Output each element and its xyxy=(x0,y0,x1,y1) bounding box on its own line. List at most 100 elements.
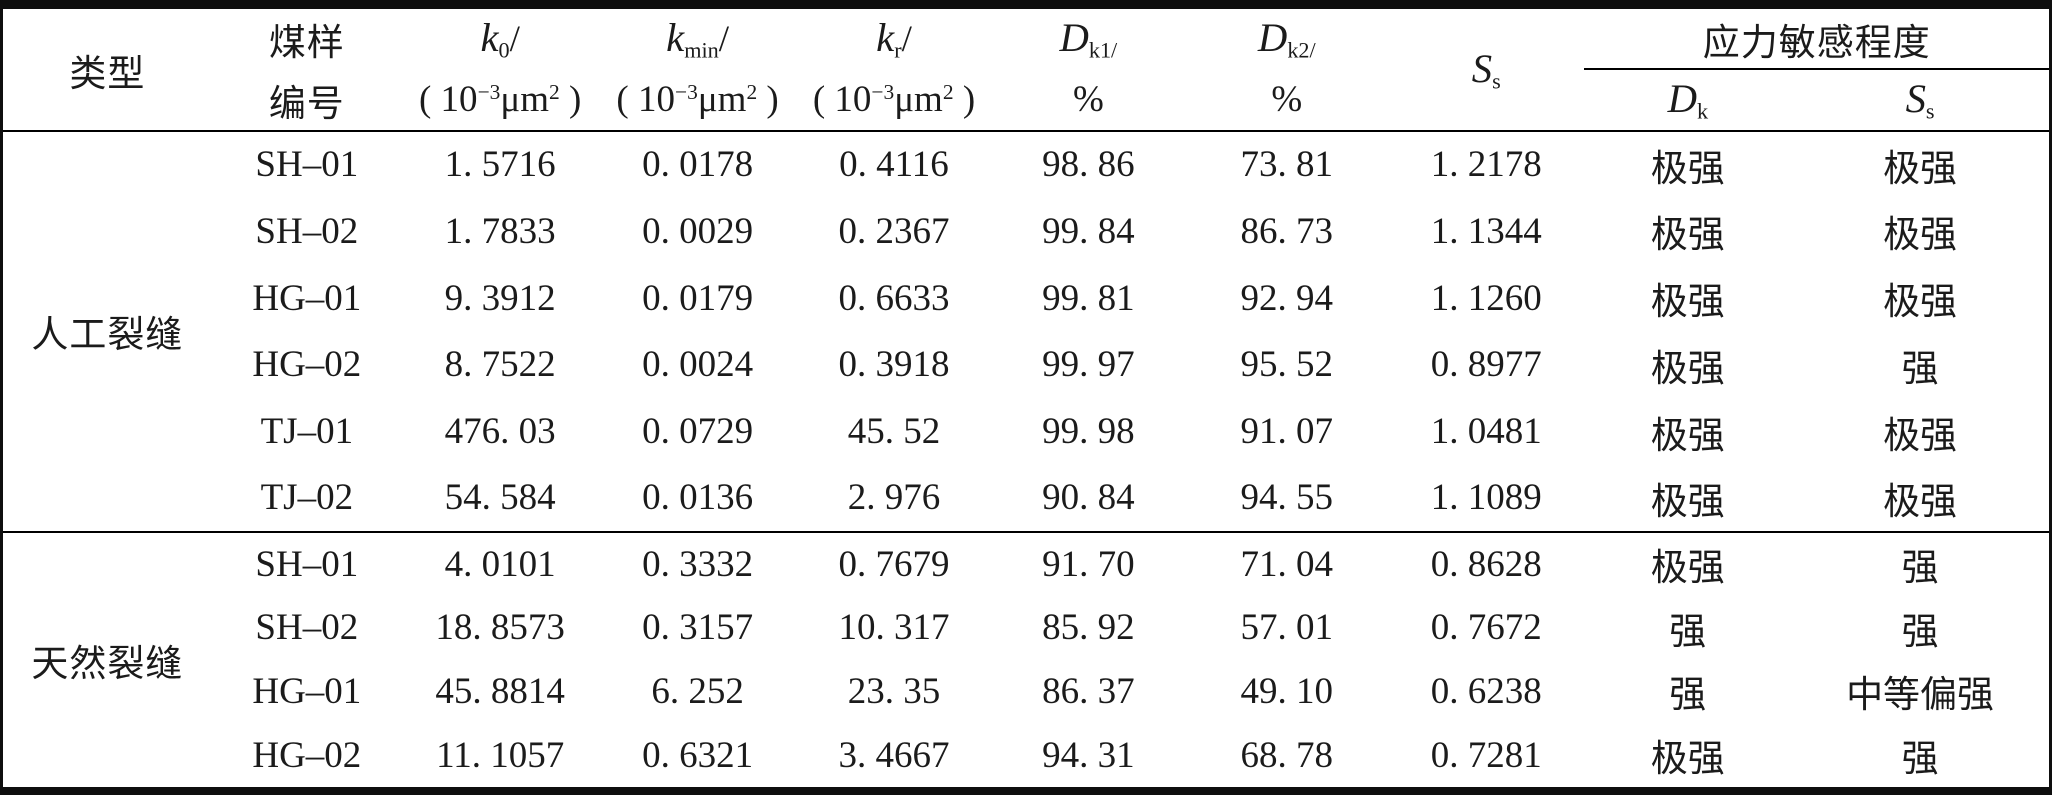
cell-kr: 0. 4116 xyxy=(796,130,992,198)
cell-dk1: 86. 37 xyxy=(1042,670,1135,712)
kmin-subscript: min xyxy=(684,37,719,63)
cell-kmin: 0. 0179 xyxy=(642,277,754,319)
cell-kr: 3. 4667 xyxy=(838,734,950,776)
cell-dk2: 71. 04 xyxy=(1185,530,1389,596)
table-header: 类型 煤样 k0/ kmin/ kr/ Dk1/ Dk2/ Ss 应力敏感程度 … xyxy=(3,9,2049,131)
col-header-sample-line2: 编号 xyxy=(268,83,345,125)
cell-dk-level: 极强 xyxy=(1650,739,1725,781)
cell-k0: 1. 5716 xyxy=(401,130,599,198)
cell-id: TJ–01 xyxy=(260,411,354,453)
cell-ss: 1. 2178 xyxy=(1388,130,1585,198)
cell-dk1: 85. 92 xyxy=(1042,607,1135,649)
cell-kmin: 0. 0729 xyxy=(642,411,754,453)
cell-k0: 11. 1057 xyxy=(436,734,565,776)
cell-id: HG–02 xyxy=(252,344,362,386)
cell-id: SH–02 xyxy=(255,607,359,649)
cell-ss: 0. 8628 xyxy=(1388,530,1585,596)
ss-symbol: S xyxy=(1471,45,1493,91)
cell-ss: 1. 1260 xyxy=(1430,277,1542,319)
col-header-kmin-unit: ( 10−3μm2 ) xyxy=(598,69,796,131)
table-row: SH–02 1. 7833 0. 0029 0. 2367 99. 84 86. 73 1.… xyxy=(3,198,2049,265)
unit-close: ) xyxy=(757,79,779,120)
unit-mid: μm xyxy=(500,79,550,120)
cell-k0: 9. 3912 xyxy=(444,277,556,319)
col-header-kr-unit: ( 10−3μm2 ) xyxy=(797,69,991,131)
col-header-type: 类型 xyxy=(69,53,146,95)
cell-id: SH–01 xyxy=(211,130,402,198)
ss-subscript: s xyxy=(1925,98,1935,124)
cell-id: SH–02 xyxy=(255,210,359,252)
cell-dk1: 99. 98 xyxy=(1042,411,1135,453)
cell-dk-level: 极强 xyxy=(1584,530,1792,596)
cell-dk-level: 强 xyxy=(1669,675,1707,717)
cell-dk1: 94. 31 xyxy=(1042,734,1135,776)
table-row: HG–01 9. 3912 0. 0179 0. 6633 99. 81 92. 94 1.… xyxy=(3,265,2049,332)
cell-k0: 8. 7522 xyxy=(444,344,556,386)
cell-kr: 0. 2367 xyxy=(838,210,950,252)
unit-exponent-2: 2 xyxy=(549,80,560,105)
cell-id: HG–01 xyxy=(252,277,362,319)
cell-kr: 23. 35 xyxy=(847,670,941,712)
cell-id: HG–02 xyxy=(252,734,362,776)
cell-ss-level: 强 xyxy=(1901,611,1939,653)
dk2-subscript: k2/ xyxy=(1287,37,1316,63)
cell-kr: 10. 317 xyxy=(838,607,950,649)
cell-kr: 0. 6633 xyxy=(838,277,950,319)
k0-subscript: 0 xyxy=(498,37,510,63)
cell-dk1: 99. 97 xyxy=(1042,344,1135,386)
cell-dk-level: 强 xyxy=(1669,611,1707,653)
cell-k0: 45. 8814 xyxy=(435,670,565,712)
kr-subscript: r xyxy=(894,37,902,63)
dk1-subscript: k1/ xyxy=(1088,37,1118,63)
cell-ss-level: 极强 xyxy=(1883,415,1958,457)
unit-exponent-2: 2 xyxy=(746,80,758,105)
table-row: HG–02 8. 7522 0. 0024 0. 3918 99. 97 95. 52 0.… xyxy=(3,331,2049,398)
cell-dk-level: 极强 xyxy=(1650,282,1725,324)
cell-ss: 0. 7672 xyxy=(1430,607,1542,649)
cell-dk1: 90. 84 xyxy=(1042,477,1135,519)
unit-exponent-2: 2 xyxy=(942,80,954,105)
col-header-ss-level: Ss xyxy=(1791,69,2049,131)
unit-exponent: −3 xyxy=(871,80,895,105)
cell-dk-level: 极强 xyxy=(1650,215,1725,257)
cell-kr: 0. 7679 xyxy=(796,530,992,596)
unit-close: ) xyxy=(559,79,582,120)
unit-mid: μm xyxy=(894,79,943,120)
cell-dk-level: 极强 xyxy=(1650,348,1725,390)
cell-dk1: 98. 86 xyxy=(991,130,1186,198)
cell-dk2: 73. 81 xyxy=(1185,130,1389,198)
cell-id: SH–01 xyxy=(211,530,402,596)
cell-ss-level: 强 xyxy=(1791,530,2049,596)
col-header-dk1: Dk1/ xyxy=(991,9,1185,69)
unit-exponent: −3 xyxy=(674,80,698,105)
cell-ss: 1. 0481 xyxy=(1430,411,1542,453)
col-header-kr: kr/ xyxy=(797,9,991,69)
header-row-2: 编号 ( 10−3μm2 ) ( 10−3μm2 ) ( 10−3μm2 ) %… xyxy=(3,69,2049,131)
dk1-symbol: D xyxy=(1059,15,1089,61)
cell-ss: 0. 7281 xyxy=(1430,734,1542,776)
table-row: HG–01 45. 8814 6. 252 23. 35 86. 37 49. 10 0. … xyxy=(3,659,2049,723)
table-body: 人工裂缝 SH–01 1. 5716 0. 0178 0. 4116 98. 86 73. … xyxy=(3,130,2049,787)
table-row: TJ–01 476. 03 0. 0729 45. 52 99. 98 91. 07 1. … xyxy=(3,398,2049,465)
header-row-1: 类型 煤样 k0/ kmin/ kr/ Dk1/ Dk2/ Ss 应力敏感程度 xyxy=(3,9,2049,95)
cell-ss-level: 强 xyxy=(1901,739,1939,781)
dk-subscript: k xyxy=(1696,98,1709,124)
unit-open: ( 10 xyxy=(418,79,478,120)
unit-open: ( 10 xyxy=(812,79,872,120)
cell-kmin: 0. 0029 xyxy=(642,210,754,252)
cell-k0: 476. 03 xyxy=(444,411,556,453)
col-header-dk2: Dk2/ xyxy=(1186,9,1389,69)
group-type-label: 人工裂缝 xyxy=(3,130,212,532)
cell-dk1: 99. 84 xyxy=(1042,210,1135,252)
k0-slash: / xyxy=(509,19,520,61)
k0-symbol: k xyxy=(480,15,499,61)
table-row: SH–02 18. 8573 0. 3157 10. 317 85. 92 57. 01 0… xyxy=(3,596,2049,660)
ss-subscript: s xyxy=(1492,68,1501,94)
cell-kmin: 6. 252 xyxy=(651,670,744,712)
cell-dk2: 49. 10 xyxy=(1240,670,1334,712)
cell-dk2: 92. 94 xyxy=(1240,277,1334,319)
cell-ss-level: 中等偏强 xyxy=(1846,675,1995,717)
cell-id: HG–01 xyxy=(252,670,362,712)
cell-dk2: 95. 52 xyxy=(1240,344,1334,386)
